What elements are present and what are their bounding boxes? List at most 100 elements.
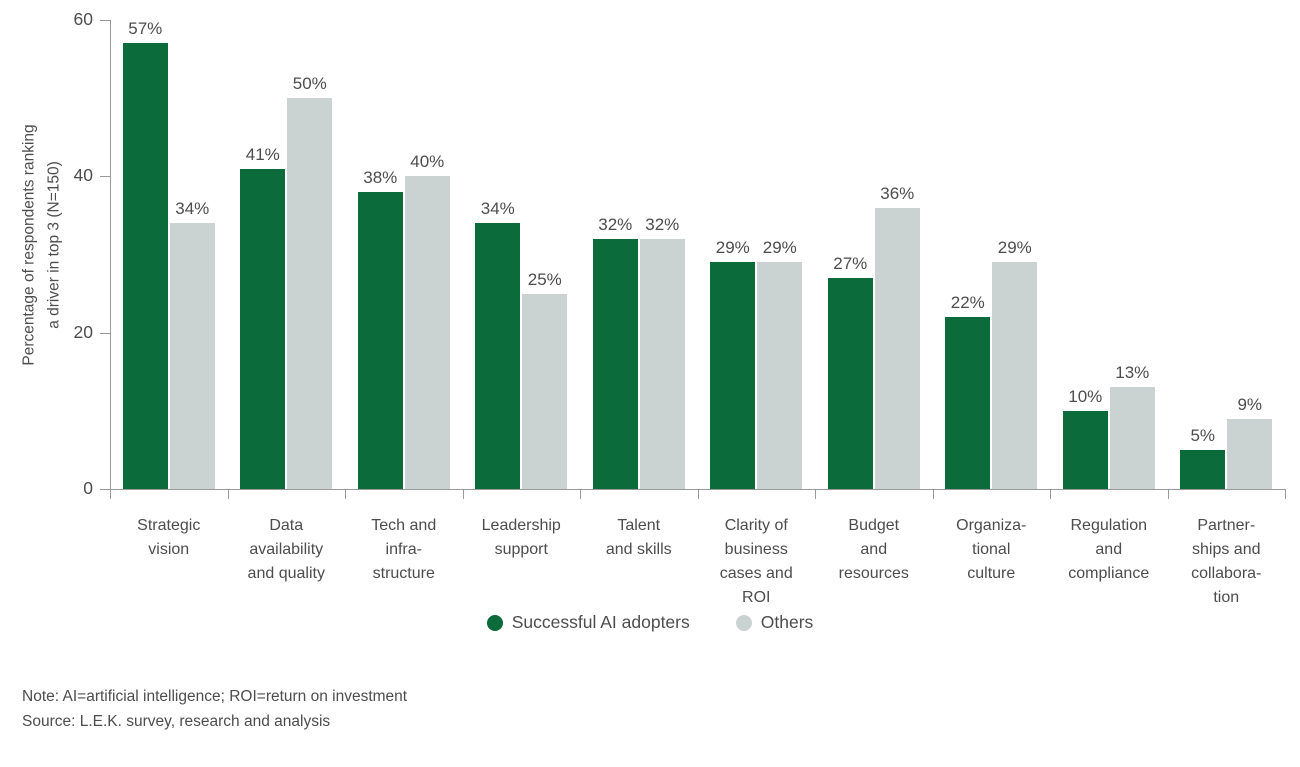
y-axis-title-line-1: Percentage of respondents ranking bbox=[21, 123, 38, 366]
bar-group: 10% 13% bbox=[1062, 20, 1155, 489]
category-label-line: infra- bbox=[385, 541, 422, 558]
bar[interactable]: 50% bbox=[287, 74, 333, 489]
x-axis-line bbox=[110, 489, 1285, 490]
category-label-line: vision bbox=[148, 541, 190, 558]
bar[interactable]: 40% bbox=[404, 152, 450, 489]
x-axis-category-label: Clarity of business cases and ROI bbox=[698, 514, 816, 610]
bar-group: 41% 50% bbox=[240, 20, 333, 489]
footnote-source: Source: L.E.K. survey, research and anal… bbox=[22, 713, 331, 730]
category-label-line: cases and bbox=[719, 565, 793, 582]
category-label-line: Tech and bbox=[371, 517, 437, 534]
bar[interactable]: 57% bbox=[122, 19, 168, 489]
bar-value-label: 32% bbox=[645, 214, 680, 234]
category-label-line: culture bbox=[967, 565, 1016, 582]
y-axis-tick: 60 bbox=[74, 9, 110, 29]
bar[interactable]: 36% bbox=[874, 184, 920, 489]
bar[interactable]: 32% bbox=[592, 215, 638, 489]
bar-group: 57% 34% bbox=[122, 19, 215, 489]
x-axis-separator-tick bbox=[580, 489, 581, 499]
bar-value-label: 25% bbox=[527, 269, 562, 289]
y-axis-title: Percentage of respondents ranking a driv… bbox=[14, 0, 70, 489]
category-label-line: Strategic bbox=[137, 517, 201, 534]
bar-value-label: 22% bbox=[950, 293, 985, 313]
bar[interactable]: 13% bbox=[1109, 363, 1155, 489]
x-axis-separator-tick bbox=[1285, 489, 1286, 499]
bar[interactable]: 34% bbox=[475, 199, 521, 489]
bar-group: 29% 29% bbox=[710, 20, 803, 489]
bar-value-label: 57% bbox=[128, 19, 163, 39]
y-axis-tick: 0 bbox=[83, 478, 110, 498]
category-label-line: Talent bbox=[617, 517, 661, 534]
bar-value-label: 41% bbox=[245, 144, 280, 164]
category-label-line: Data bbox=[269, 517, 304, 534]
category-label-line: Regulation bbox=[1070, 517, 1148, 534]
legend-item[interactable]: Successful AI adopters bbox=[486, 612, 690, 633]
legend-label: Successful AI adopters bbox=[511, 612, 690, 632]
bar[interactable]: 10% bbox=[1062, 387, 1108, 489]
bar[interactable]: 29% bbox=[710, 238, 756, 489]
legend-label: Others bbox=[760, 612, 814, 632]
y-axis-tick: 20 bbox=[74, 322, 110, 342]
bar-group: 34% 25% bbox=[475, 20, 568, 489]
bar-group: 5% 9% bbox=[1180, 20, 1273, 489]
x-axis-category-label: Tech and infra-structure bbox=[345, 514, 463, 586]
bar-value-label: 36% bbox=[880, 183, 915, 203]
bar-value-label: 9% bbox=[1237, 394, 1263, 414]
x-axis-separator-tick bbox=[1168, 489, 1169, 499]
category-label-line: collabora- bbox=[1191, 565, 1262, 582]
category-label-line: business bbox=[724, 541, 788, 558]
x-axis-category-label: Strategic vision bbox=[110, 514, 228, 562]
bar-value-label: 32% bbox=[598, 214, 633, 234]
legend-item[interactable]: Others bbox=[735, 612, 814, 633]
bar[interactable]: 29% bbox=[992, 238, 1038, 489]
x-axis-separator-tick bbox=[1050, 489, 1051, 499]
x-axis-separator-tick bbox=[933, 489, 934, 499]
x-axis-category-label: Regulation and compliance bbox=[1050, 514, 1168, 586]
bar-value-label: 10% bbox=[1068, 386, 1103, 406]
y-axis-tick-label: 0 bbox=[83, 478, 93, 498]
category-label-line: and bbox=[860, 541, 888, 558]
x-axis-separator-tick bbox=[110, 489, 111, 499]
bar-value-label: 13% bbox=[1115, 363, 1150, 383]
bar-group: 22% 29% bbox=[945, 20, 1038, 489]
x-axis-category-label: Partner-ships and collabora-tion bbox=[1168, 514, 1286, 610]
category-label-line: Partner- bbox=[1197, 517, 1256, 534]
category-label-line: availability bbox=[249, 541, 324, 558]
bar-value-label: 34% bbox=[175, 199, 210, 219]
category-label-line: support bbox=[494, 541, 548, 558]
bar[interactable]: 9% bbox=[1227, 395, 1273, 489]
plot-area: 0 20 40 60 57% 34% 41% 50% 38% 40% 34% 25% 32% 32% 29… bbox=[74, 9, 1286, 606]
x-axis-separator-tick bbox=[228, 489, 229, 499]
bar[interactable]: 29% bbox=[757, 238, 803, 489]
x-axis-separator-tick bbox=[698, 489, 699, 499]
category-label-line: tion bbox=[1213, 589, 1240, 606]
category-label-line: Organiza- bbox=[956, 517, 1027, 534]
category-label-line: ROI bbox=[742, 589, 771, 606]
bar-value-label: 5% bbox=[1190, 425, 1216, 445]
y-axis-tick-label: 60 bbox=[73, 9, 93, 29]
bar[interactable]: 22% bbox=[945, 293, 991, 489]
bar[interactable]: 41% bbox=[240, 145, 286, 489]
bar[interactable]: 38% bbox=[357, 168, 403, 489]
bar[interactable]: 32% bbox=[639, 215, 685, 489]
footnote-note: Note: AI=artificial intelligence; ROI=re… bbox=[22, 688, 408, 705]
category-label-line: compliance bbox=[1068, 565, 1150, 582]
footnotes: Note: AI=artificial intelligence; ROI=re… bbox=[22, 684, 407, 734]
x-axis-category-label: Data availability and quality bbox=[228, 514, 346, 586]
bar[interactable]: 5% bbox=[1180, 426, 1226, 489]
category-label-line: ships and bbox=[1192, 541, 1261, 558]
bar[interactable]: 27% bbox=[827, 254, 873, 489]
category-label-line: Budget bbox=[848, 517, 900, 534]
bar[interactable]: 34% bbox=[169, 199, 215, 489]
bar-value-label: 38% bbox=[363, 167, 398, 187]
category-label-line: and bbox=[1095, 541, 1123, 558]
y-axis-tick: 40 bbox=[74, 165, 110, 185]
category-label-line: Clarity of bbox=[724, 517, 788, 534]
y-axis-line bbox=[110, 20, 111, 489]
bar-group: 38% 40% bbox=[357, 20, 450, 489]
x-axis-separator-tick bbox=[345, 489, 346, 499]
category-label-line: Leadership bbox=[481, 517, 561, 534]
x-axis-category-label: Organiza-tional culture bbox=[933, 514, 1051, 586]
bar[interactable]: 25% bbox=[522, 270, 568, 489]
